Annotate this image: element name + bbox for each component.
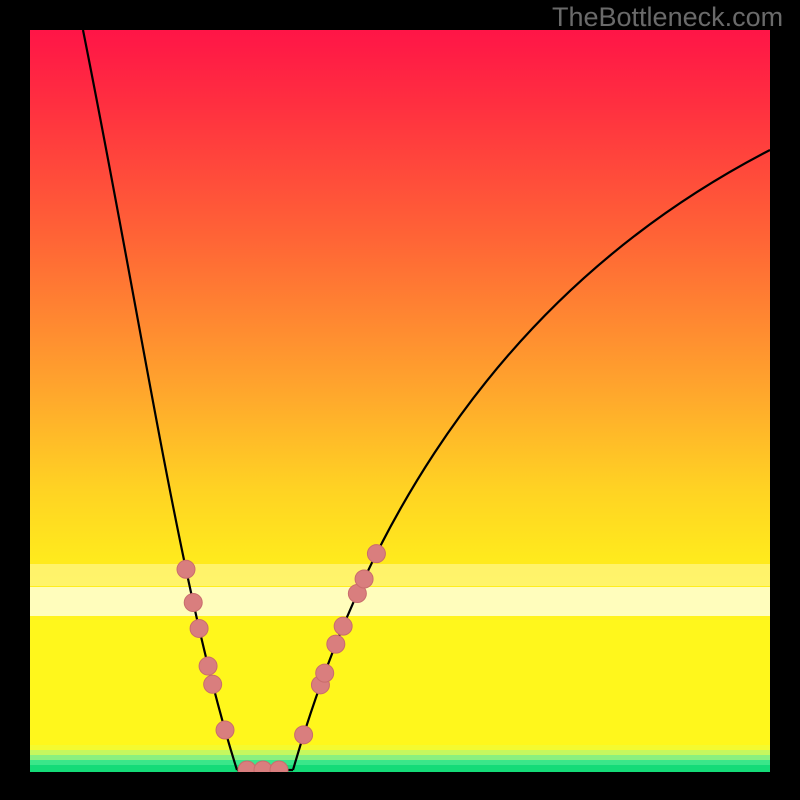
marker-dot (295, 726, 313, 744)
marker-dot (204, 675, 222, 693)
plot-area (30, 30, 770, 772)
marker-dot (327, 635, 345, 653)
v-curve-chart (30, 30, 770, 772)
marker-dot (367, 545, 385, 563)
marker-dot (190, 619, 208, 637)
marker-dot (316, 664, 334, 682)
chart-frame: TheBottleneck.com (0, 0, 800, 800)
marker-dot (355, 570, 373, 588)
marker-dot (216, 721, 234, 739)
marker-dot (270, 761, 288, 772)
marker-dot (177, 560, 195, 578)
attribution-text: TheBottleneck.com (552, 2, 783, 33)
marker-dot (254, 761, 272, 772)
marker-dot (199, 657, 217, 675)
curve-right (293, 150, 770, 770)
marker-dot (334, 617, 352, 635)
marker-dot (184, 594, 202, 612)
marker-dot (238, 761, 256, 772)
